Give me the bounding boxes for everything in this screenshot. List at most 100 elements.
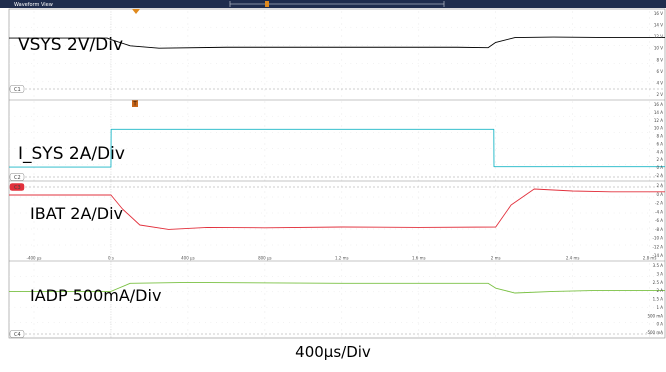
grid-dot [341, 191, 343, 193]
grid-dot [418, 323, 420, 325]
grid-dot [341, 293, 343, 295]
channel-tag-c3[interactable] [9, 183, 25, 191]
grid-dot [495, 293, 497, 295]
grid-dot [418, 329, 420, 331]
grid-dot [33, 311, 35, 313]
grid-dot [187, 275, 189, 277]
time-tick-label: 2.8 ms [643, 256, 657, 261]
grid-dot [33, 251, 35, 253]
grid-dot [649, 287, 650, 289]
grid-dot [187, 215, 189, 217]
grid-dot [418, 41, 420, 43]
channel-tag-label: C3 [14, 185, 21, 191]
grid-dot [495, 47, 497, 49]
y-scale-label: 2 A [656, 183, 663, 188]
grid-dot [187, 311, 189, 313]
grid-dot [572, 245, 574, 247]
grid-dot [110, 305, 112, 307]
grid-dot [495, 263, 497, 265]
grid-dot [418, 59, 420, 61]
grid-dot [649, 143, 650, 145]
grid-dot [495, 257, 497, 259]
grid-dot [33, 143, 35, 145]
grid-dot [341, 47, 343, 49]
grid-dot [649, 119, 650, 121]
grid-dot [264, 317, 266, 319]
grid-dot [264, 335, 266, 337]
grid-dot [341, 167, 343, 169]
grid-dot [572, 293, 574, 295]
grid-dot [341, 311, 343, 313]
grid-dot [572, 287, 574, 289]
grid-dot [495, 125, 497, 127]
grid-dot [572, 71, 574, 73]
grid-dot [418, 245, 420, 247]
grid-dot [418, 125, 420, 127]
grid-dot [341, 41, 343, 43]
grid-dot [649, 131, 650, 133]
timeline-position-handle[interactable] [265, 1, 269, 7]
grid-dot [187, 83, 189, 85]
grid-dot [264, 263, 266, 265]
grid-dot [33, 191, 35, 193]
grid-dot [572, 209, 574, 211]
grid-dot [418, 269, 420, 271]
grid-dot [495, 215, 497, 217]
grid-dot [187, 245, 189, 247]
grid-dot [572, 95, 574, 97]
grid-dot [649, 281, 650, 283]
grid-dot [187, 161, 189, 163]
grid-dot [572, 215, 574, 217]
grid-dot [418, 149, 420, 151]
grid-dot [649, 47, 650, 49]
grid-dot [649, 311, 650, 313]
grid-dot [572, 311, 574, 313]
channel-tag-c1[interactable] [9, 85, 25, 93]
grid-dot [649, 161, 650, 163]
scope-svg: Waveform View T C1 VSYS 2V/Div 16 V 14 V 12 … [0, 0, 666, 339]
grid-dot [572, 185, 574, 187]
trigger-position-marker[interactable] [132, 9, 140, 14]
grid-dot [187, 287, 189, 289]
grid-dot [341, 227, 343, 229]
grid-dot [264, 251, 266, 253]
grid-dot [33, 11, 35, 13]
grid-dot [264, 239, 266, 241]
y-scale-label: 4 V [656, 80, 663, 85]
channel-tag-c4[interactable] [9, 330, 25, 338]
grid-dot [418, 113, 420, 115]
grid-dot [110, 245, 112, 247]
grid-dot [187, 269, 189, 271]
grid-dot [649, 65, 650, 67]
trigger-level-marker[interactable] [132, 100, 138, 107]
channel-tag-label: C2 [14, 175, 21, 181]
grid-dot [33, 257, 35, 259]
grid-dot [33, 197, 35, 199]
y-scale-label: 2 A [656, 288, 663, 293]
grid-dot [110, 125, 112, 127]
y-scale-label: 8 A [656, 134, 663, 139]
grid-dot [33, 299, 35, 301]
grid-dot [418, 89, 420, 91]
grid-dot [33, 275, 35, 277]
grid-dot [495, 17, 497, 19]
grid-dot [495, 107, 497, 109]
y-scale-label: 16 V [654, 11, 663, 16]
grid-dot [495, 11, 497, 13]
grid-dot [341, 125, 343, 127]
grid-dot [264, 287, 266, 289]
grid-dot [418, 143, 420, 145]
grid-dot [495, 269, 497, 271]
grid-dot [649, 71, 650, 73]
grid-dot [572, 317, 574, 319]
grid-dot [495, 317, 497, 319]
channel-tag-c2[interactable] [9, 173, 25, 181]
time-tick-label: 0 s [108, 256, 114, 261]
grid-dot [341, 11, 343, 13]
grid-dot [33, 305, 35, 307]
grid-dot [495, 173, 497, 175]
grid-dot [264, 143, 266, 145]
grid-dot [341, 251, 343, 253]
grid-dot [495, 167, 497, 169]
grid-dot [495, 89, 497, 91]
